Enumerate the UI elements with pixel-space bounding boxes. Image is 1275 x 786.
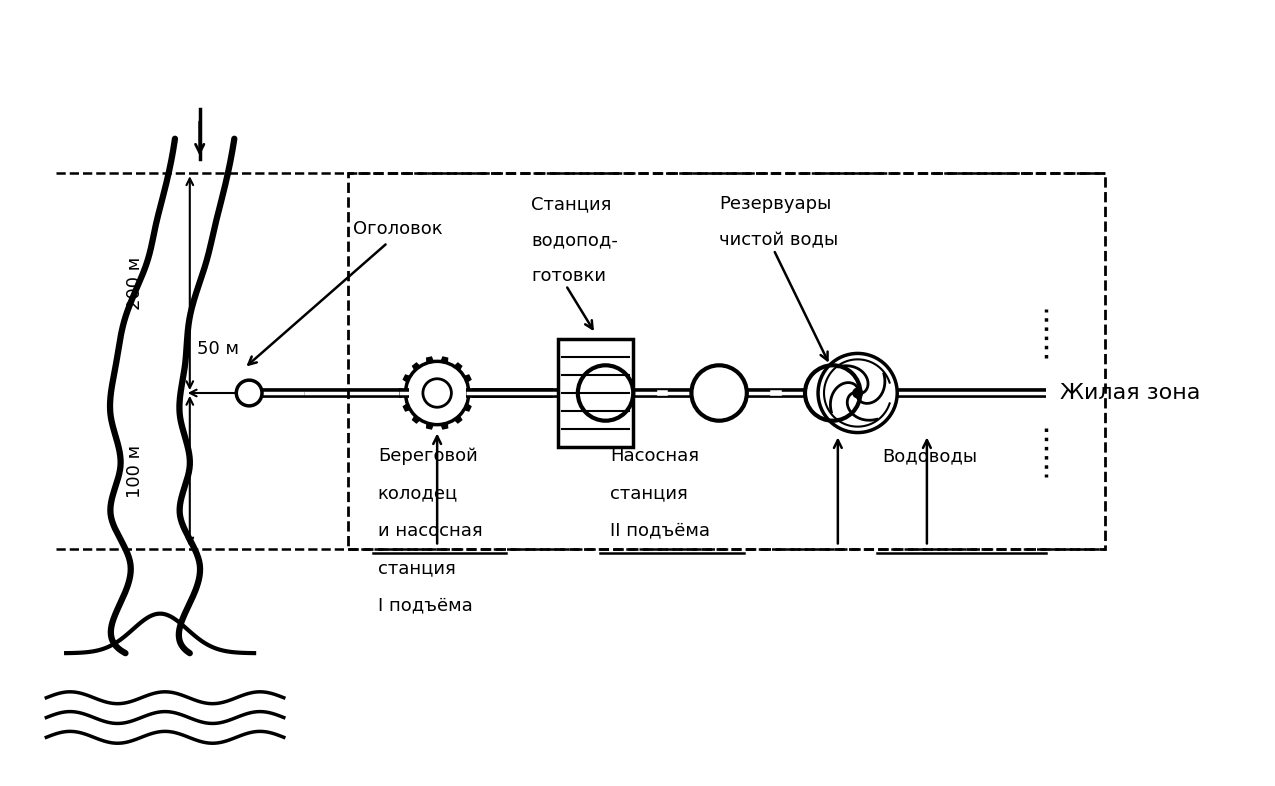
- Circle shape: [403, 358, 472, 428]
- Text: Береговой: Береговой: [377, 447, 478, 465]
- Text: и насосная: и насосная: [377, 522, 482, 540]
- Text: колодец: колодец: [377, 484, 458, 502]
- Circle shape: [236, 380, 263, 406]
- Text: II подъёма: II подъёма: [611, 522, 710, 540]
- Text: 200 м: 200 м: [126, 256, 144, 310]
- Text: Станция: Станция: [532, 195, 612, 213]
- Polygon shape: [413, 363, 423, 374]
- Circle shape: [423, 379, 451, 407]
- Text: Резервуары: Резервуары: [719, 195, 831, 213]
- Text: Жилая зона: Жилая зона: [1061, 383, 1201, 403]
- Text: I подъёма: I подъёма: [377, 597, 473, 615]
- Polygon shape: [460, 402, 470, 411]
- Circle shape: [819, 354, 898, 432]
- Polygon shape: [427, 419, 435, 429]
- Text: 50 м: 50 м: [196, 340, 238, 358]
- Polygon shape: [400, 389, 409, 397]
- Text: водопод-: водопод-: [532, 232, 618, 249]
- Circle shape: [691, 365, 747, 421]
- Polygon shape: [440, 357, 448, 367]
- Polygon shape: [460, 375, 470, 384]
- Bar: [348, 174, 1105, 549]
- Text: Водоводы: Водоводы: [882, 447, 978, 465]
- Circle shape: [853, 388, 862, 398]
- Polygon shape: [451, 412, 462, 423]
- Text: станция: станция: [377, 559, 455, 577]
- Circle shape: [405, 362, 469, 424]
- Polygon shape: [451, 363, 462, 374]
- Bar: [558, 339, 632, 447]
- Polygon shape: [465, 389, 473, 397]
- Polygon shape: [403, 375, 414, 384]
- Circle shape: [805, 365, 861, 421]
- Circle shape: [578, 365, 634, 421]
- Polygon shape: [403, 402, 414, 411]
- Text: Насосная: Насосная: [611, 447, 699, 465]
- Polygon shape: [427, 357, 435, 367]
- Bar: [558, 339, 632, 447]
- Polygon shape: [413, 412, 423, 423]
- Text: станция: станция: [611, 484, 689, 502]
- Text: готовки: готовки: [532, 267, 606, 285]
- Text: 100 м: 100 м: [126, 445, 144, 498]
- Text: чистой воды: чистой воды: [719, 232, 839, 249]
- Polygon shape: [440, 419, 448, 429]
- Text: Оголовок: Оголовок: [353, 219, 442, 237]
